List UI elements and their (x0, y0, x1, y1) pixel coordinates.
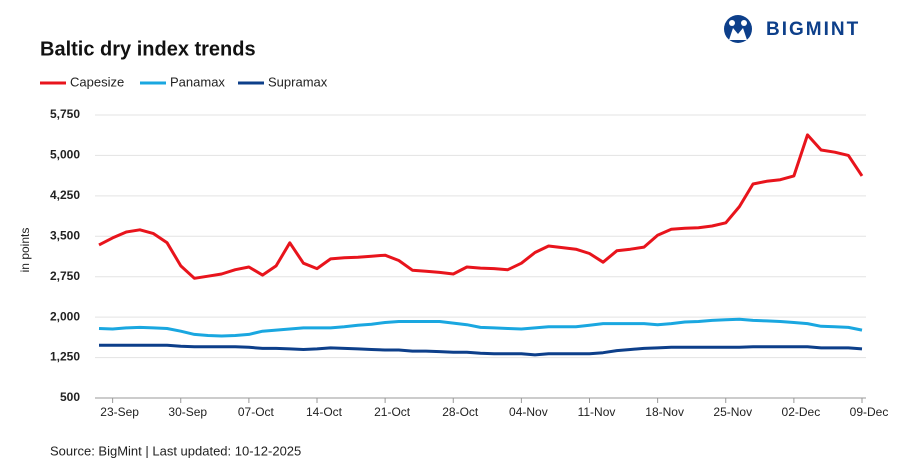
y-tick-label: 4,250 (50, 188, 80, 202)
x-tick-label: 18-Nov (645, 405, 684, 419)
logo-icon-dot (741, 20, 747, 26)
x-tick-label: 25-Nov (713, 405, 752, 419)
y-tick-label: 500 (60, 390, 80, 404)
legend-label: Capesize (70, 74, 124, 89)
legend: Capesize Panamax Supramax (40, 74, 328, 89)
x-tick-label: 23-Sep (100, 405, 139, 419)
x-tick-label: 02-Dec (782, 405, 821, 419)
x-tick-label: 04-Nov (509, 405, 548, 419)
x-tick-label: 07-Oct (238, 405, 275, 419)
x-tick-label: 09-Dec (850, 405, 889, 419)
line-series (98, 133, 864, 280)
x-tick-label: 28-Oct (442, 405, 479, 419)
y-tick-label: 2,750 (50, 269, 80, 283)
source-note: Source: BigMint | Last updated: 10-12-20… (50, 443, 301, 458)
y-tick-label: 1,250 (50, 350, 80, 364)
x-tick-label: 30-Sep (168, 405, 207, 419)
chart-title: Baltic dry index trends (40, 38, 256, 60)
y-axis-label: in points (18, 228, 32, 273)
legend-label: Panamax (170, 74, 225, 89)
x-tick-label: 11-Nov (578, 405, 616, 419)
line-series (99, 343, 863, 357)
y-tick-label: 3,500 (50, 228, 80, 242)
logo: BIGMINT (724, 15, 860, 43)
logo-icon-shape (729, 28, 747, 40)
y-tick-label: 5,000 (50, 148, 80, 162)
y-tick-label: 5,750 (50, 107, 80, 121)
x-tick-label: 21-Oct (374, 405, 411, 419)
x-tick-label: 14-Oct (306, 405, 343, 419)
y-tick-label: 2,000 (50, 309, 80, 323)
line-series (98, 317, 863, 338)
legend-label: Supramax (268, 74, 328, 89)
logo-text: BIGMINT (766, 19, 860, 40)
logo-icon-dot (729, 20, 735, 26)
